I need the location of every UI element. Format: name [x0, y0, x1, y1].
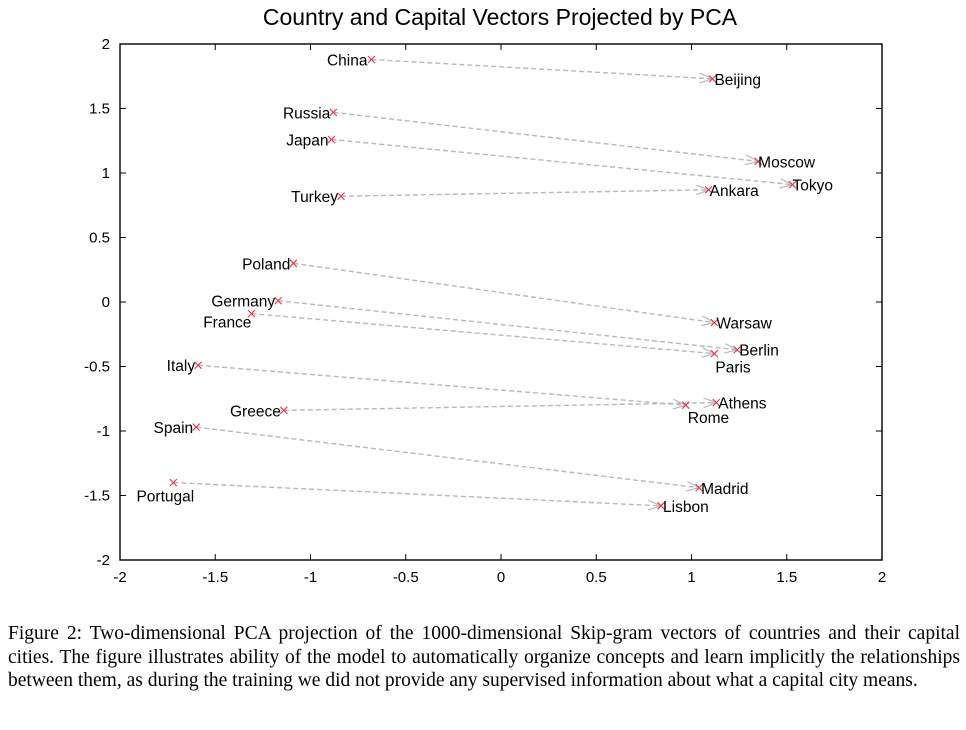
x-tick-label: 1 — [687, 569, 695, 586]
capital-point — [710, 349, 719, 358]
y-tick-label: -1.5 — [84, 488, 110, 505]
capital-point — [708, 74, 717, 83]
capital-label: Athens — [718, 396, 767, 413]
capital-label: Ankara — [710, 183, 759, 200]
capital-point — [681, 401, 690, 410]
relation-arrow — [371, 58, 712, 78]
country-label: Italy — [167, 358, 196, 375]
relation-arrow — [198, 364, 686, 405]
relation-arrow — [196, 426, 699, 488]
y-tick-label: -2 — [97, 552, 110, 569]
relation-arrow — [331, 138, 792, 184]
capital-point — [788, 180, 797, 189]
relation-arrow — [251, 312, 714, 354]
country-point — [192, 423, 201, 432]
country-point — [274, 296, 283, 305]
capital-label: Warsaw — [716, 316, 772, 333]
capital-label: Tokyo — [792, 178, 833, 195]
caption-text: Two-dimensional PCA projection of the 10… — [8, 623, 960, 691]
capital-label: Lisbon — [663, 499, 709, 516]
capital-label: Berlin — [739, 343, 779, 360]
capital-point — [704, 185, 713, 194]
y-tick-label: 0 — [102, 294, 110, 311]
country-label: Germany — [211, 294, 275, 311]
capital-label: Rome — [688, 410, 729, 427]
capital-point — [754, 157, 763, 166]
x-tick-label: -1.5 — [202, 569, 228, 586]
country-label: France — [203, 315, 251, 332]
y-tick-label: 0.5 — [89, 230, 110, 247]
figure-caption: Figure 2: Two-dimensional PCA projection… — [8, 622, 960, 693]
country-point — [279, 406, 288, 415]
country-point — [337, 192, 345, 201]
x-tick-label: -2 — [113, 569, 126, 586]
y-tick-label: 1.5 — [89, 101, 110, 118]
country-point — [367, 55, 376, 64]
capital-label: Madrid — [701, 481, 748, 498]
country-label: Japan — [286, 132, 328, 149]
country-point — [289, 259, 298, 268]
capital-point — [657, 501, 665, 510]
country-label: Turkey — [291, 189, 338, 206]
capital-point — [712, 398, 721, 407]
country-point — [169, 478, 178, 487]
chart-title: Country and Capital Vectors Projected by… — [262, 4, 738, 30]
country-label: China — [327, 52, 368, 69]
x-tick-label: 0 — [497, 569, 505, 586]
x-tick-label: 0.5 — [586, 569, 607, 586]
capital-label: Moscow — [758, 154, 816, 171]
relation-arrow — [283, 403, 716, 412]
country-point — [327, 135, 336, 144]
x-tick-label: -1 — [304, 569, 317, 586]
y-tick-label: -0.5 — [84, 359, 110, 376]
x-tick-label: 2 — [878, 569, 886, 586]
scatter-plot: -2 -1.5 -1 -0.5 0 0.5 1 1.5 2 -2 -1.5 -1 -0.5 0 0.5 1 1.… — [84, 36, 886, 586]
country-label: Spain — [154, 420, 194, 437]
caption-label: Figure 2: — [8, 623, 83, 644]
country-label: Greece — [230, 403, 281, 420]
country-label: Poland — [242, 256, 290, 273]
relation-arrow — [293, 262, 714, 322]
y-tick-label: 2 — [102, 36, 110, 53]
country-label: Portugal — [136, 489, 194, 506]
y-tick-label: 1 — [102, 165, 110, 182]
y-tick-label: -1 — [97, 423, 110, 440]
capital-point — [710, 318, 719, 327]
capital-label: Paris — [715, 360, 751, 377]
country-label: Russia — [283, 105, 331, 122]
country-point — [329, 108, 338, 117]
chart-figure: Country and Capital Vectors Projected by… — [84, 4, 886, 586]
capital-point — [695, 483, 704, 492]
country-point — [247, 309, 256, 318]
relation-arrow — [278, 300, 737, 350]
relation-arrow — [340, 190, 709, 197]
x-tick-label: 1.5 — [776, 569, 797, 586]
relation-arrow — [173, 481, 661, 506]
x-tick-label: -0.5 — [393, 569, 419, 586]
capital-label: Beijing — [714, 72, 761, 89]
country-point — [194, 361, 202, 370]
capital-point — [733, 345, 742, 354]
relation-arrow — [333, 111, 758, 161]
